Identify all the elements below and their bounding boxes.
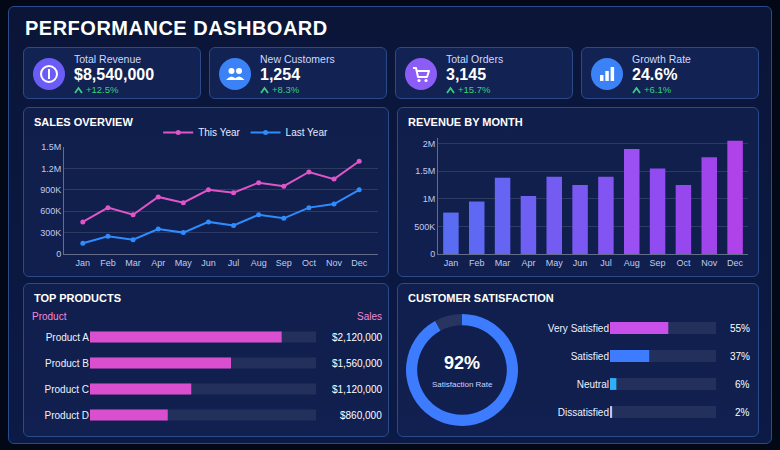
svg-text:Jun: Jun [573,258,588,268]
html-text:3,145: 3,145 [446,66,486,83]
svg-text:300K: 300K [40,228,61,238]
svg-text:$1,560,000: $1,560,000 [332,358,382,369]
html-text:Total Orders: Total Orders [446,53,504,65]
html-text:PERFORMANCE DASHBOARD: PERFORMANCE DASHBOARD [25,17,328,39]
svg-text:Last Year: Last Year [286,127,328,138]
svg-text:$860,000: $860,000 [340,410,382,421]
svg-text:Apr: Apr [151,258,165,268]
html-text:TOP PRODUCTS: TOP PRODUCTS [34,292,121,304]
svg-text:Sep: Sep [276,258,292,268]
svg-text:$1,120,000: $1,120,000 [332,384,382,395]
svg-text:2%: 2% [735,407,750,418]
svg-text:Jul: Jul [228,258,240,268]
html-text:REVENUE BY MONTH: REVENUE BY MONTH [408,116,523,128]
svg-text:Sep: Sep [650,258,666,268]
svg-text:May: May [175,258,193,268]
svg-text:Product A: Product A [46,332,90,343]
html-text:24.6%: 24.6% [632,66,678,83]
html-text:Total Revenue: Total Revenue [74,53,142,65]
html-text:New Customers: New Customers [260,53,335,65]
svg-text:Nov: Nov [326,258,343,268]
svg-text:92%: 92% [444,353,480,373]
svg-text:Neutral: Neutral [577,379,609,390]
svg-text:0: 0 [56,249,61,259]
svg-text:1.5M: 1.5M [41,142,61,152]
html-text:+8.3%: +8.3% [272,84,300,95]
svg-text:$2,120,000: $2,120,000 [332,332,382,343]
svg-text:Dec: Dec [727,258,744,268]
svg-text:1.5M: 1.5M [415,166,435,176]
svg-text:Sales: Sales [357,311,382,322]
svg-text:Product: Product [32,311,67,322]
svg-text:Dissatisfied: Dissatisfied [558,407,609,418]
svg-text:Apr: Apr [521,258,535,268]
svg-text:Product C: Product C [45,384,89,395]
svg-text:6%: 6% [735,379,750,390]
svg-text:Aug: Aug [624,258,640,268]
svg-text:Mar: Mar [125,258,141,268]
svg-text:Very Satisfied: Very Satisfied [548,323,609,334]
svg-text:Jan: Jan [76,258,91,268]
svg-text:Oct: Oct [676,258,691,268]
svg-text:Dec: Dec [351,258,368,268]
svg-text:Aug: Aug [251,258,267,268]
svg-text:This Year: This Year [198,127,240,138]
svg-text:Satisfaction Rate: Satisfaction Rate [432,380,493,389]
svg-text:Jan: Jan [444,258,459,268]
html-text:+6.1%: +6.1% [644,84,672,95]
html-text:SALES OVERVIEW: SALES OVERVIEW [34,116,133,128]
svg-text:May: May [546,258,564,268]
svg-text:0: 0 [430,249,435,259]
svg-text:1M: 1M [423,194,436,204]
svg-text:Jul: Jul [600,258,612,268]
html-text:1,254: 1,254 [260,66,300,83]
svg-text:900K: 900K [40,185,61,195]
svg-text:Satisfied: Satisfied [571,351,609,362]
svg-text:37%: 37% [730,351,750,362]
html-text:+15.7%: +15.7% [458,84,491,95]
svg-text:Oct: Oct [302,258,317,268]
html-text:CUSTOMER SATISFACTION: CUSTOMER SATISFACTION [408,292,554,304]
svg-text:500K: 500K [414,222,435,232]
svg-text:Feb: Feb [100,258,116,268]
svg-text:Product D: Product D [45,410,89,421]
svg-text:2M: 2M [423,139,436,149]
html-text:$8,540,000: $8,540,000 [74,66,155,83]
svg-text:Nov: Nov [701,258,718,268]
svg-text:55%: 55% [730,323,750,334]
svg-text:Feb: Feb [469,258,485,268]
svg-text:Product B: Product B [45,358,89,369]
html-text:Growth Rate: Growth Rate [632,53,691,65]
svg-text:1.2M: 1.2M [41,164,61,174]
svg-text:Jun: Jun [201,258,216,268]
svg-text:Mar: Mar [495,258,511,268]
svg-text:600K: 600K [40,206,61,216]
html-text:+12.5%: +12.5% [86,84,119,95]
